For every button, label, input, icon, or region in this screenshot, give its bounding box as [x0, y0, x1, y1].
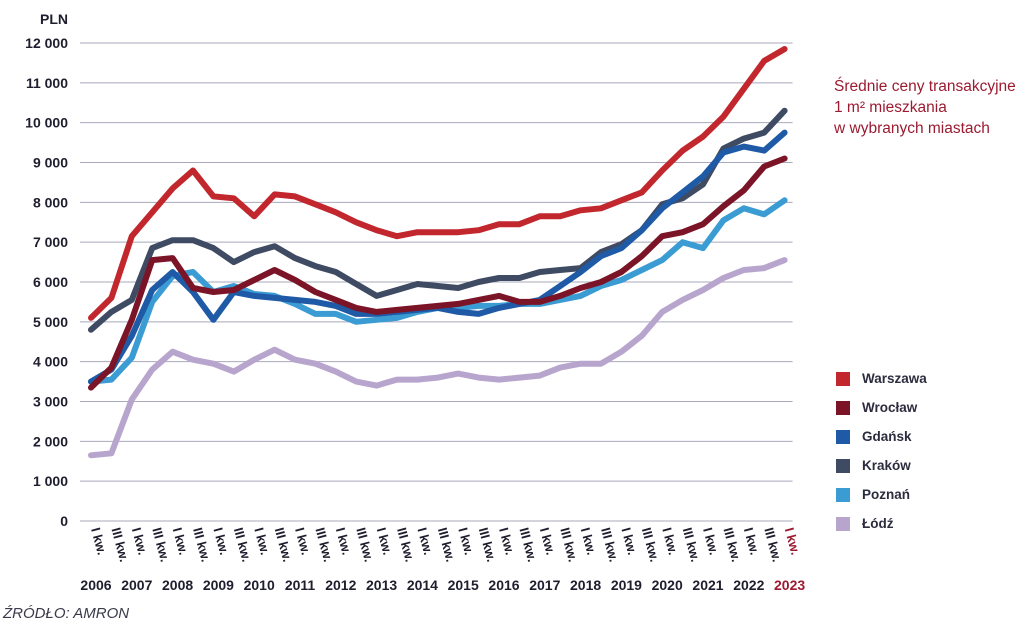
x-tick-label: III kw. [680, 526, 704, 564]
chart-title-line-3: w wybranych miastach [834, 120, 990, 137]
series-line-warszawa [88, 46, 788, 321]
series-lines [88, 46, 788, 459]
x-year-label: 2021 [692, 577, 723, 593]
x-year-label: 2013 [366, 577, 397, 593]
x-tick-label: I kw. [374, 526, 396, 557]
x-year-label: 2008 [162, 577, 193, 593]
legend-label: Gdańsk [862, 429, 912, 444]
y-tick-label: 7 000 [33, 234, 68, 250]
x-year-label: 2018 [570, 577, 601, 593]
x-tick-label: III kw. [190, 526, 214, 564]
x-tick-label: I kw. [170, 526, 192, 557]
x-tick-label: III kw. [149, 526, 173, 564]
chart-title-line-2: 1 m² mieszkania [834, 99, 947, 116]
legend-item: Wrocław [836, 393, 927, 422]
x-tick-label: III kw. [394, 526, 418, 564]
legend-label: Łódź [862, 516, 894, 531]
x-year-label: 2012 [325, 577, 356, 593]
x-tick-label: I kw. [251, 526, 273, 557]
x-tick-label: I kw. [211, 526, 233, 557]
x-tick-label: III kw. [476, 526, 500, 564]
legend-item: Warszawa [836, 364, 927, 393]
x-tick-label: I kw. [741, 526, 763, 557]
y-tick-label: 0 [60, 513, 68, 529]
x-tick-label: I kw. [292, 526, 314, 557]
x-year-label: 2011 [285, 577, 316, 593]
x-tick-label: I kw. [333, 526, 355, 557]
x-tick-label: III kw. [231, 526, 255, 564]
legend-swatch [836, 429, 850, 444]
x-tick-label: III kw. [557, 526, 581, 564]
x-tick-label: III kw. [598, 526, 622, 564]
chart-title-line-1: Średnie ceny transakcyjne [834, 78, 1016, 95]
y-tick-label: 11 000 [26, 75, 68, 91]
y-tick-label: 12 000 [25, 35, 68, 51]
x-tick-label: I kw. [415, 526, 437, 557]
legend-swatch [836, 516, 850, 531]
legend-swatch [836, 400, 850, 415]
y-tick-label: 5 000 [33, 314, 68, 330]
x-tick-label: I kw. [659, 526, 681, 557]
x-tick-label: III kw. [313, 526, 337, 564]
legend-item: Kraków [836, 451, 927, 480]
y-tick-label: 3 000 [33, 394, 68, 410]
source-note: ŹRÓDŁO: AMRON [3, 605, 130, 622]
x-year-label: 2023 [774, 577, 805, 593]
y-tick-label: 9 000 [33, 155, 68, 171]
x-tick-label: I kw. [700, 526, 722, 557]
legend-item: Poznań [836, 480, 927, 509]
y-tick-label: 1 000 [33, 473, 68, 489]
legend: Warszawa Wrocław Gdańsk Kraków Poznań Łódź [836, 364, 927, 538]
legend-label: Wrocław [862, 400, 918, 415]
x-tick-label: I kw. [619, 526, 641, 557]
y-tick-label: 8 000 [33, 194, 68, 210]
x-tick-label: I kw. [129, 526, 151, 557]
x-axis: I kw.III kw.I kw.III kw.I kw.III kw.I kw… [80, 526, 805, 593]
x-tick-label: III kw. [353, 526, 377, 564]
x-year-label: 2015 [448, 577, 479, 593]
x-year-label: 2017 [529, 577, 560, 593]
x-year-label: 2010 [244, 577, 275, 593]
x-tick-label: III kw. [639, 526, 663, 564]
y-tick-label: 4 000 [33, 354, 68, 370]
x-year-label: 2016 [488, 577, 519, 593]
series-line-łódź [88, 257, 788, 459]
x-year-label: 2007 [121, 577, 152, 593]
legend-label: Poznań [862, 487, 911, 502]
chart-title: Średnie ceny transakcyjne 1 m² mieszkani… [834, 76, 1024, 139]
y-tick-label: 10 000 [25, 115, 68, 131]
y-axis: 0 1 000 2 000 3 000 4 000 5 000 6 000 7 000 8 00… [25, 11, 68, 529]
x-year-label: 2022 [733, 577, 764, 593]
y-tick-label: 6 000 [33, 274, 68, 290]
x-tick-label: III kw. [517, 526, 541, 564]
x-tick-label: I kw. [578, 526, 600, 557]
y-tick-label: 2 000 [33, 433, 68, 449]
x-year-label: 2009 [203, 577, 234, 593]
x-tick-label: I kw. [455, 526, 477, 557]
legend-swatch [836, 458, 850, 473]
series-line-wrocław [88, 155, 788, 391]
legend-label: Warszawa [862, 371, 927, 386]
legend-item: Gdańsk [836, 422, 927, 451]
x-tick-label: III kw. [761, 526, 785, 564]
legend-item: Łódź [836, 509, 927, 538]
x-tick-label: III kw. [109, 526, 133, 564]
x-tick-label: III kw. [435, 526, 459, 564]
x-tick-label: I kw. [782, 526, 804, 557]
x-tick-label: III kw. [272, 526, 296, 564]
legend-label: Kraków [862, 458, 911, 473]
x-tick-label: I kw. [537, 526, 559, 557]
legend-swatch [836, 487, 850, 502]
x-year-label: 2019 [611, 577, 642, 593]
x-year-label: 2014 [407, 577, 438, 593]
x-year-label: 2020 [652, 577, 683, 593]
x-tick-label: III kw. [721, 526, 745, 564]
x-tick-label: I kw. [88, 526, 110, 557]
y-axis-label: PLN [40, 11, 68, 27]
x-year-label: 2006 [80, 577, 111, 593]
x-tick-label: I kw. [496, 526, 518, 557]
legend-swatch [836, 371, 850, 386]
